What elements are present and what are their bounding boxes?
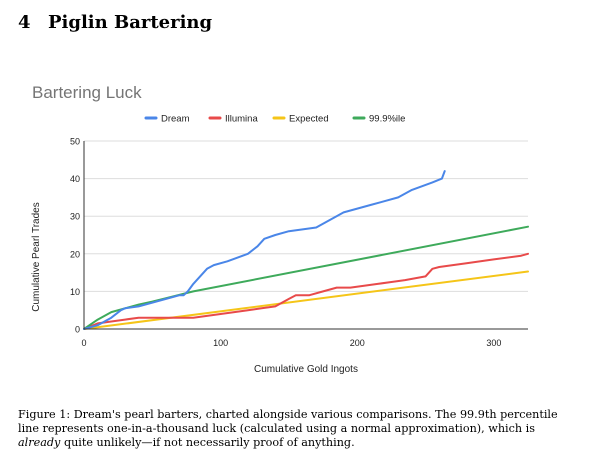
y-tick-label: 0	[75, 325, 80, 335]
section-title: Piglin Bartering	[48, 12, 213, 33]
caption-emphasis: already	[18, 436, 61, 449]
legend-label-expected: Expected	[289, 114, 329, 125]
y-axis-title: Cumulative Pearl Trades	[31, 202, 42, 312]
chart-axes	[83, 141, 528, 330]
series-line-expected	[83, 270, 529, 330]
y-tick-label: 20	[70, 249, 80, 259]
caption-text-end: quite unlikely—if not necessarily proof …	[63, 436, 355, 449]
section-number: 4	[18, 12, 31, 33]
x-tick-label: 0	[81, 338, 86, 348]
y-tick-label: 10	[70, 287, 80, 297]
chart-legend: Dream Illumina Expected 99.9%ile	[144, 114, 405, 125]
series-line-dream	[83, 170, 446, 330]
legend-label-dream: Dream	[161, 114, 190, 125]
chart-series	[83, 170, 529, 330]
y-tick-label: 30	[70, 212, 80, 222]
chart-tick-labels: 0 10 20 30 40 50 0 100 200 300	[70, 137, 501, 349]
x-axis-title: Cumulative Gold Ingots	[254, 364, 358, 375]
chart-container: 0 10 20 30 40 50 0 100 200 300 Dream Illumina Expec…	[20, 72, 572, 402]
legend-label-illumina: Illumina	[225, 114, 258, 125]
series-line-illumina	[83, 252, 529, 330]
legend-label-99-9-ile: 99.9%ile	[369, 114, 405, 125]
y-tick-label: 40	[70, 174, 80, 184]
caption-text: Dream's pearl barters, charted alongside…	[18, 408, 558, 435]
x-tick-label: 200	[350, 338, 365, 348]
series-line-99-9-ile	[83, 225, 529, 330]
y-tick-label: 50	[70, 137, 80, 147]
chart-title: Bartering Luck	[32, 83, 142, 102]
figure-caption: Figure 1: Dream's pearl barters, charted…	[18, 408, 578, 450]
caption-label: Figure 1:	[18, 408, 71, 421]
x-tick-label: 100	[213, 338, 228, 348]
x-tick-label: 300	[486, 338, 501, 348]
chart-gridlines	[84, 140, 528, 292]
section-heading: 4 Piglin Bartering	[18, 12, 212, 33]
bartering-luck-chart: 0 10 20 30 40 50 0 100 200 300 Dream Illumina Expec…	[31, 83, 529, 375]
